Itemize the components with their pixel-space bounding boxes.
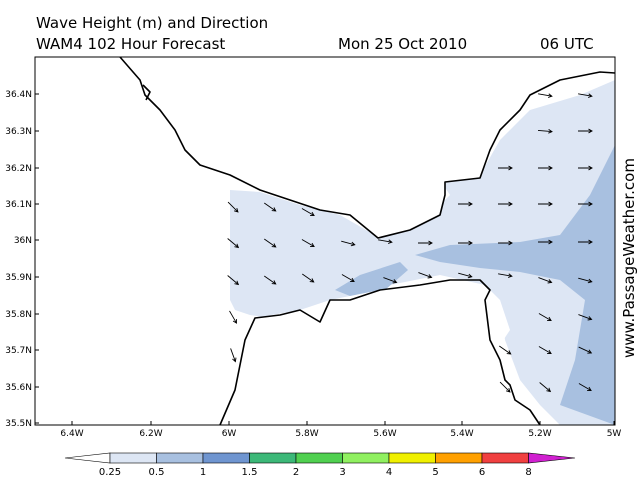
- colorbar-label: 0.5: [149, 467, 165, 478]
- colorbar-label: 3: [339, 467, 345, 478]
- date: Mon 25 Oct 2010: [338, 35, 467, 53]
- lat-label: 35.5N: [5, 419, 32, 429]
- arrow: [499, 345, 512, 355]
- arrow: [378, 239, 393, 244]
- arrow: [499, 381, 511, 393]
- lat-label: 36N: [14, 236, 32, 246]
- lat-label: 35.7N: [5, 346, 32, 356]
- colorbar-label: 2: [293, 467, 299, 478]
- colorbar-box: [295, 452, 343, 464]
- arrow: [578, 239, 593, 245]
- lon-label: 5W: [607, 429, 622, 439]
- arrow: [538, 201, 553, 207]
- arrow: [498, 165, 513, 171]
- colorbar-label: 5: [432, 467, 438, 478]
- colorbar: 0.25 0.5 1 1.5 2 3 4 5 6 8: [64, 452, 576, 478]
- colorbar-label: 6: [479, 467, 485, 478]
- title: Wave Height (m) and Direction: [36, 14, 268, 32]
- colorbar-label: 1.5: [242, 467, 258, 478]
- arrow: [341, 240, 356, 247]
- arrow: [458, 240, 473, 246]
- arrow: [227, 275, 240, 286]
- arrow: [227, 238, 240, 249]
- lon-label: 6.4W: [60, 429, 83, 439]
- wave-arrows: [227, 93, 593, 393]
- colorbar-low: [64, 452, 111, 464]
- time: 06 UTC: [540, 35, 594, 53]
- colorbar-box: [202, 452, 250, 464]
- arrow: [264, 238, 277, 248]
- lon-label: 5.2W: [528, 429, 551, 439]
- lon-label: 6W: [222, 429, 237, 439]
- north-coast: [119, 56, 616, 239]
- arrow: [383, 277, 398, 284]
- arrow: [230, 348, 237, 363]
- lon-label: 5.6W: [373, 429, 396, 439]
- colorbar-label: 8: [525, 467, 531, 478]
- arrow: [578, 346, 593, 354]
- jetty: [142, 84, 151, 101]
- colorbar-box: [435, 452, 483, 464]
- lon-label: 5.4W: [450, 429, 473, 439]
- arrow: [498, 240, 513, 246]
- map-frame: [34, 56, 616, 426]
- colorbar-box: [481, 452, 529, 464]
- arrow: [578, 201, 593, 207]
- arrow: [578, 165, 593, 171]
- arrow: [301, 208, 315, 216]
- arrow: [498, 273, 513, 278]
- arrow: [458, 201, 473, 207]
- colorbar-box: [342, 452, 390, 464]
- arrow: [418, 272, 433, 279]
- lat-label: 36.1N: [5, 200, 32, 210]
- shading: [35, 57, 615, 425]
- lat-label: 35.8N: [5, 310, 32, 320]
- lat-label: 35.9N: [5, 273, 32, 283]
- arrow: [538, 93, 553, 98]
- lon-label: 5.8W: [295, 429, 318, 439]
- arrow: [538, 277, 553, 284]
- arrow: [264, 275, 277, 285]
- lat-label: 35.6N: [5, 383, 32, 393]
- arrow: [578, 277, 593, 284]
- lat-label: 36.4N: [5, 90, 32, 100]
- arrow: [578, 128, 593, 134]
- arrow: [537, 129, 553, 134]
- lat-label: 36.3N: [5, 127, 32, 137]
- forecast: WAM4 102 Hour Forecast: [36, 35, 225, 53]
- colorbar-box: [249, 452, 297, 464]
- colorbar-box: [388, 452, 436, 464]
- arrow: [498, 201, 513, 207]
- lat-label: 36.2N: [5, 164, 32, 174]
- colorbar-box: [109, 452, 157, 464]
- arrow: [578, 93, 593, 98]
- arrow: [578, 383, 592, 391]
- colorbar-label: 4: [386, 467, 392, 478]
- arrow: [418, 240, 433, 246]
- arrow: [229, 310, 237, 324]
- colorbar-label: 1: [200, 467, 206, 478]
- arrow: [341, 274, 355, 282]
- colorbar-high: [528, 452, 576, 464]
- arrow: [538, 313, 552, 321]
- arrow: [302, 273, 315, 283]
- arrow: [264, 202, 277, 212]
- arrow: [458, 272, 473, 279]
- colorbar-label: 0.25: [99, 467, 121, 478]
- arrow: [578, 314, 593, 321]
- arrow: [227, 201, 239, 213]
- arrow: [538, 165, 553, 171]
- colorbar-box: [156, 452, 204, 464]
- watermark: www.PassageWeather.com: [620, 158, 638, 358]
- arrow: [301, 239, 315, 247]
- lon-label: 6.2W: [139, 429, 162, 439]
- arrow: [538, 239, 553, 245]
- arrow: [538, 346, 552, 354]
- arrow: [539, 382, 552, 393]
- south-coast: [219, 279, 541, 426]
